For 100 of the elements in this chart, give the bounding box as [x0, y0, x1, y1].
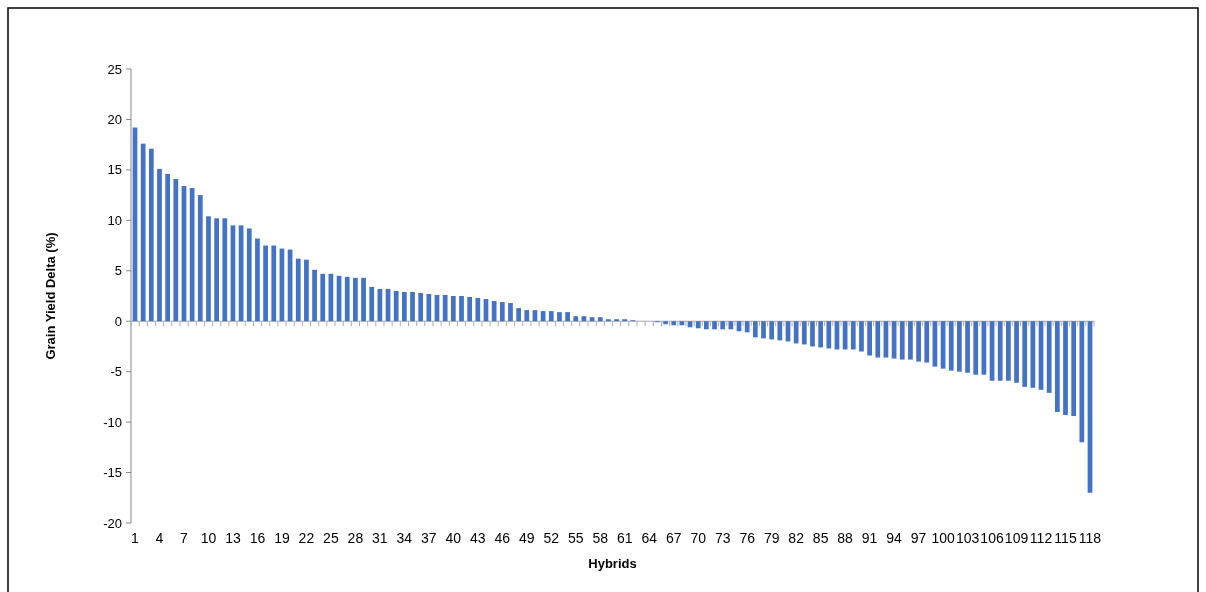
x-tick-label: 40 — [445, 530, 462, 546]
bar — [246, 228, 252, 322]
bar — [997, 321, 1003, 381]
bar — [695, 321, 701, 329]
bar — [671, 321, 677, 326]
bar — [948, 321, 954, 371]
y-tick-label: -15 — [103, 465, 122, 481]
y-tick-label: -5 — [110, 364, 122, 380]
bar — [369, 286, 375, 322]
bar — [1006, 321, 1011, 381]
bar — [516, 308, 521, 322]
x-tick-label: 103 — [955, 530, 980, 546]
bar — [197, 195, 203, 322]
bar — [867, 321, 872, 356]
x-tick-label: 28 — [347, 530, 364, 546]
x-tick-label: 97 — [910, 530, 927, 546]
bar — [744, 321, 750, 333]
x-tick-label: 34 — [396, 530, 413, 546]
bar — [810, 321, 815, 347]
bar — [459, 296, 464, 322]
x-tick-label: 79 — [763, 530, 780, 546]
bar — [557, 312, 562, 322]
bar — [393, 290, 399, 322]
bar — [826, 321, 832, 349]
x-tick-label: 100 — [931, 530, 955, 546]
bar — [491, 301, 497, 322]
x-axis-title: Hybrids — [588, 556, 637, 571]
x-tick-label: 46 — [494, 530, 511, 546]
bar — [614, 319, 619, 322]
x-tick-label: 70 — [690, 530, 707, 546]
bar — [548, 311, 554, 322]
bar — [148, 148, 154, 322]
bar — [206, 216, 211, 322]
bar — [573, 316, 579, 322]
x-tick-label: 7 — [180, 530, 189, 546]
bar — [1030, 321, 1036, 388]
bar — [704, 321, 709, 330]
bar — [1063, 321, 1068, 416]
x-tick-label: 31 — [372, 530, 388, 546]
bar — [304, 259, 309, 322]
x-tick-label: 49 — [519, 530, 535, 546]
bar — [728, 321, 734, 330]
bar — [924, 321, 930, 363]
bar — [295, 258, 301, 322]
y-axis-title: Grain Yield Delta (%) — [43, 232, 58, 360]
x-tick-label: 76 — [739, 530, 756, 546]
bar — [401, 291, 407, 322]
x-tick-label: 1 — [131, 530, 140, 546]
y-tick-label: 15 — [107, 162, 122, 178]
bar — [793, 321, 799, 344]
bar — [965, 321, 970, 373]
x-tick-label: 73 — [714, 530, 731, 546]
bar — [499, 302, 505, 322]
bar — [410, 291, 415, 322]
bar — [622, 319, 628, 322]
y-tick-label: 20 — [107, 111, 122, 127]
bar — [1046, 321, 1052, 393]
x-tick-label: 91 — [861, 530, 878, 546]
bar — [361, 277, 366, 322]
bar — [165, 173, 171, 322]
x-tick-label: 22 — [298, 530, 315, 546]
bar — [801, 321, 807, 345]
bar — [222, 218, 228, 322]
bar — [908, 321, 913, 360]
bar — [320, 273, 326, 322]
bar — [712, 321, 717, 330]
bar — [450, 296, 456, 322]
x-tick-label: 115 — [1054, 530, 1077, 546]
bar — [467, 297, 473, 322]
bar — [157, 168, 162, 322]
x-tick-label: 58 — [592, 530, 609, 546]
bar — [1054, 321, 1060, 413]
y-tick-label: 25 — [107, 61, 122, 77]
bar — [973, 321, 979, 375]
bar — [173, 178, 179, 322]
bar — [426, 293, 432, 322]
x-tick-label: 82 — [788, 530, 805, 546]
bar — [271, 245, 277, 322]
x-tick-label: 94 — [886, 530, 903, 546]
bar — [777, 321, 783, 341]
bar — [916, 321, 921, 362]
x-tick-label: 19 — [274, 530, 290, 546]
bar — [1079, 321, 1085, 443]
bar — [957, 321, 962, 372]
bar — [353, 277, 358, 322]
bar — [1014, 321, 1019, 383]
y-tick-label: 5 — [114, 263, 122, 279]
y-tick-label: 0 — [114, 313, 122, 329]
bar — [189, 188, 195, 322]
bar — [508, 303, 513, 322]
bar — [597, 317, 603, 322]
x-tick-label: 106 — [980, 530, 1004, 546]
bar — [418, 292, 424, 322]
bar — [1022, 321, 1028, 387]
y-tick-label: -10 — [103, 414, 122, 430]
bar — [606, 319, 611, 322]
x-tick-label: 67 — [665, 530, 682, 546]
bar — [663, 321, 668, 325]
y-tick-label: 10 — [107, 212, 122, 228]
x-tick-label: 52 — [543, 530, 560, 546]
